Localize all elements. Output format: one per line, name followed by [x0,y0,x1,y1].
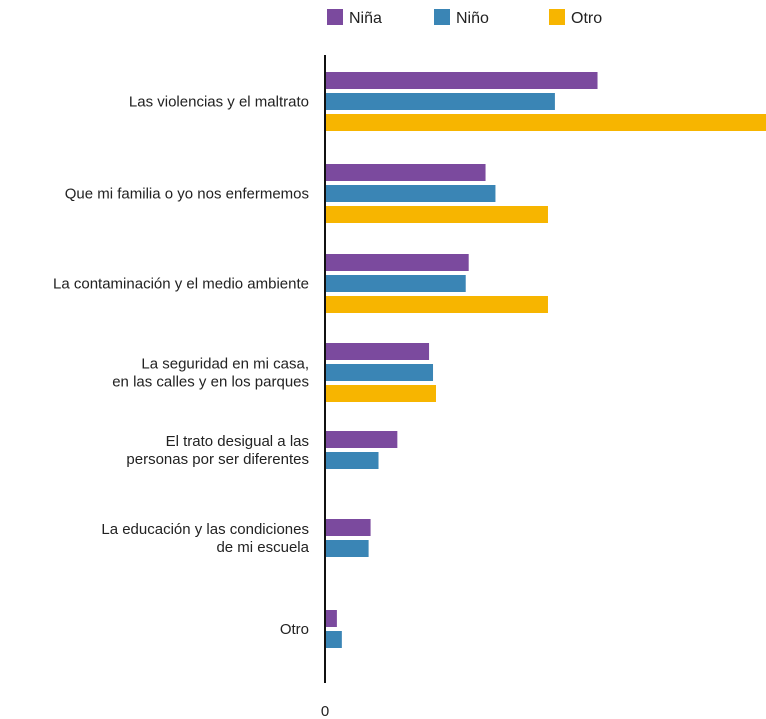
legend-label-2: Otro [571,10,602,27]
legend-swatch-2 [549,9,565,25]
bar-6-1 [325,631,342,648]
bar-3-1 [325,364,434,381]
category-label-line: personas por ser diferentes [126,451,309,468]
category-label-line: El trato desigual a las [166,433,309,450]
legend-swatch-0 [327,9,343,25]
bar-4-0 [325,431,398,448]
category-label-line: Otro [280,621,309,638]
category-label-1: Que mi familia o yo nos enfermemos [65,186,309,203]
bar-2-1 [325,275,466,292]
legend-label-0: Niña [349,10,382,27]
bar-0-1 [325,93,555,110]
x-tick-label-0: 0 [321,703,329,719]
bar-0-0 [325,72,598,89]
x-axis-ticks: 0 [321,703,329,719]
category-label-2: La contaminación y el medio ambiente [53,276,309,293]
category-label-line: La educación y las condiciones [101,521,309,538]
bar-3-2 [325,385,436,402]
category-label-3: La seguridad en mi casa, en las calles y … [112,356,309,391]
bar-6-0 [325,610,337,627]
category-label-5: La educación y las condiciones de mi escu… [101,521,309,556]
bar-2-0 [325,254,469,271]
bars [325,72,766,648]
bar-5-0 [325,519,371,536]
bar-2-2 [325,296,548,313]
bar-5-1 [325,540,369,557]
bar-1-2 [325,206,548,223]
legend-label-1: Niño [456,10,489,27]
bar-3-0 [325,343,430,360]
category-label-line: La seguridad en mi casa, [141,356,309,373]
category-label-0: Las violencias y el maltrato [129,94,309,111]
category-label-line: Que mi familia o yo nos enfermemos [65,186,309,203]
category-label-6: Otro [280,621,309,638]
category-label-4: El trato desigual a las personas por ser … [126,433,309,468]
legend: Niña Niño Otro [327,9,602,27]
category-label-line: en las calles y en los parques [112,374,309,391]
category-label-line: Las violencias y el maltrato [129,94,309,111]
legend-swatch-1 [434,9,450,25]
bar-1-1 [325,185,496,202]
category-label-line: La contaminación y el medio ambiente [53,276,309,293]
bar-1-0 [325,164,486,181]
category-labels: Las violencias y el maltrato Que mi famil… [53,94,310,639]
bar-0-2 [325,114,766,131]
bar-4-1 [325,452,379,469]
category-label-line: de mi escuela [216,539,309,556]
